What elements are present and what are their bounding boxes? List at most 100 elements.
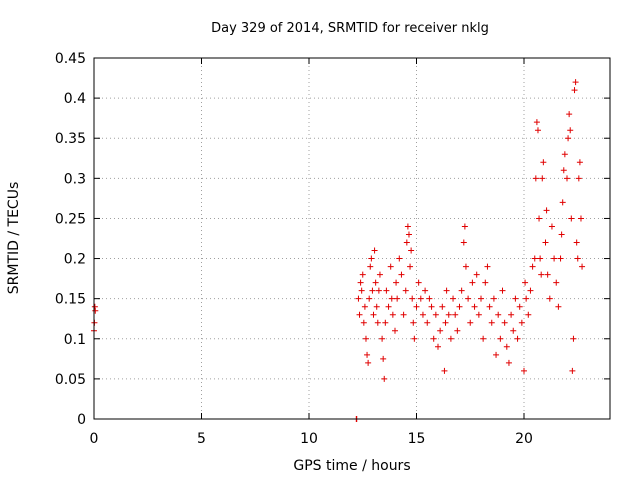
data-point (439, 303, 446, 310)
data-point (396, 255, 403, 262)
data-point (558, 231, 565, 238)
x-axis-label: GPS time / hours (293, 458, 410, 474)
data-point (536, 215, 543, 222)
data-point (369, 287, 376, 294)
plot-frame (93, 57, 611, 420)
data-point (373, 303, 380, 310)
data-point (514, 335, 521, 342)
data-point (569, 367, 576, 374)
data-point (543, 207, 550, 214)
data-point (432, 311, 439, 318)
x-tick-label: 10 (300, 431, 318, 447)
data-point (512, 295, 519, 302)
data-point (410, 319, 417, 326)
data-point (537, 255, 544, 262)
data-point (356, 311, 363, 318)
data-point (503, 343, 510, 350)
data-point (531, 255, 538, 262)
data-point (379, 335, 386, 342)
data-point (450, 295, 457, 302)
data-point (407, 263, 414, 270)
data-point (469, 279, 476, 286)
data-point (518, 319, 525, 326)
data-point (523, 295, 530, 302)
data-point (510, 327, 517, 334)
data-point (559, 199, 566, 206)
y-tick-label: 0 (77, 412, 86, 428)
data-point (437, 327, 444, 334)
data-point (533, 119, 540, 126)
data-point (359, 271, 366, 278)
data-point (358, 287, 365, 294)
data-point (488, 319, 495, 326)
data-point (576, 159, 583, 166)
data-point (376, 271, 383, 278)
data-point (404, 223, 411, 230)
data-point (389, 311, 396, 318)
data-point (482, 279, 489, 286)
data-point (383, 287, 390, 294)
data-point (452, 311, 459, 318)
x-tick-label: 5 (197, 431, 206, 447)
data-point (553, 279, 560, 286)
data-point (486, 303, 493, 310)
data-point (560, 167, 567, 174)
data-point (460, 239, 467, 246)
data-point (405, 231, 412, 238)
data-point (473, 271, 480, 278)
data-point (456, 303, 463, 310)
data-point (387, 263, 394, 270)
data-points (91, 79, 586, 422)
data-point (555, 303, 562, 310)
data-point (441, 367, 448, 374)
data-point (461, 223, 468, 230)
data-point (372, 279, 379, 286)
data-point (430, 335, 437, 342)
data-point (551, 255, 558, 262)
data-point (471, 303, 478, 310)
data-point (573, 239, 580, 246)
y-tick-label: 0.4 (64, 91, 86, 107)
data-point (403, 239, 410, 246)
data-point (534, 127, 541, 134)
data-point (544, 271, 551, 278)
data-point (527, 287, 534, 294)
y-tick-label: 0.35 (55, 131, 86, 147)
data-point (411, 335, 418, 342)
data-point (490, 295, 497, 302)
axis-ticks: 0 0.05 0.1 0.15 0.2 0.25 0.3 0.35 0.4 0.45 0 5 10 15 2… (55, 51, 610, 447)
data-point (445, 311, 452, 318)
data-point (380, 355, 387, 362)
data-point (516, 303, 523, 310)
data-point (467, 319, 474, 326)
data-point (371, 247, 378, 254)
data-point (493, 351, 500, 358)
data-point (382, 319, 389, 326)
data-point (508, 311, 515, 318)
data-point (567, 127, 574, 134)
data-point (475, 311, 482, 318)
data-point (381, 375, 388, 382)
data-point (442, 319, 449, 326)
data-point (465, 295, 472, 302)
data-point (364, 351, 371, 358)
data-point (428, 303, 435, 310)
data-point (539, 175, 546, 182)
chart-title: Day 329 of 2014, SRMTID for receiver nkl… (211, 21, 489, 36)
data-point (357, 279, 364, 286)
data-point (398, 271, 405, 278)
data-point (568, 215, 575, 222)
data-point (540, 159, 547, 166)
data-point (447, 335, 454, 342)
data-point (355, 295, 362, 302)
data-point (505, 359, 512, 366)
x-tick-label: 20 (515, 431, 533, 447)
y-tick-label: 0.25 (55, 211, 86, 227)
data-point (529, 263, 536, 270)
data-point (360, 319, 367, 326)
y-tick-label: 0.05 (55, 372, 86, 388)
data-point (422, 287, 429, 294)
data-point (409, 295, 416, 302)
data-point (577, 215, 584, 222)
